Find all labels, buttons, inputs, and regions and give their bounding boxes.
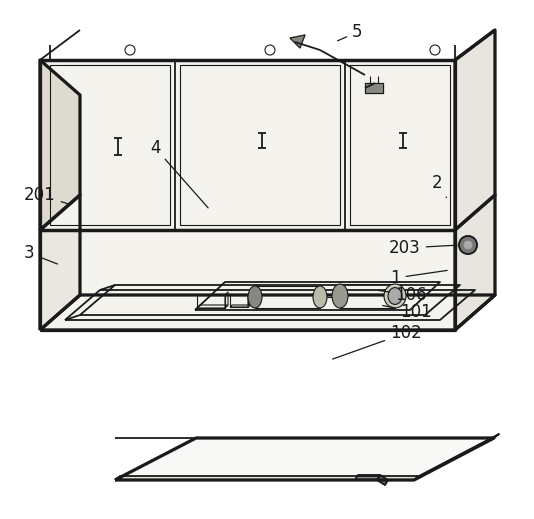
Polygon shape [40,195,80,330]
Polygon shape [248,293,250,307]
Text: 1: 1 [390,269,447,287]
Polygon shape [65,290,475,320]
Polygon shape [355,475,380,480]
Polygon shape [80,285,460,315]
Polygon shape [40,60,80,230]
Ellipse shape [313,286,327,308]
Polygon shape [365,83,383,93]
Text: 102: 102 [333,324,422,359]
Polygon shape [225,292,228,308]
Text: 201: 201 [24,186,69,204]
Polygon shape [414,434,499,480]
Text: 106: 106 [378,286,427,304]
Polygon shape [40,60,455,230]
Text: 203: 203 [389,239,457,257]
Text: 4: 4 [150,139,208,208]
Polygon shape [377,475,388,485]
Polygon shape [40,230,455,330]
Polygon shape [115,476,419,480]
Polygon shape [455,195,495,330]
Polygon shape [255,286,320,308]
Polygon shape [197,305,228,308]
Ellipse shape [248,286,262,308]
Circle shape [459,236,477,254]
Ellipse shape [332,284,348,308]
Polygon shape [230,305,250,307]
Ellipse shape [384,284,406,308]
Polygon shape [290,35,305,48]
Text: 5: 5 [337,23,363,41]
Polygon shape [340,284,395,308]
Polygon shape [455,30,495,230]
Ellipse shape [388,288,402,305]
Circle shape [464,241,472,249]
Polygon shape [115,438,494,480]
Text: 3: 3 [24,244,58,264]
Polygon shape [40,295,495,330]
Text: 2: 2 [432,174,446,198]
Polygon shape [195,282,440,310]
Polygon shape [197,295,225,308]
Polygon shape [230,295,248,307]
Text: 101: 101 [383,303,432,321]
